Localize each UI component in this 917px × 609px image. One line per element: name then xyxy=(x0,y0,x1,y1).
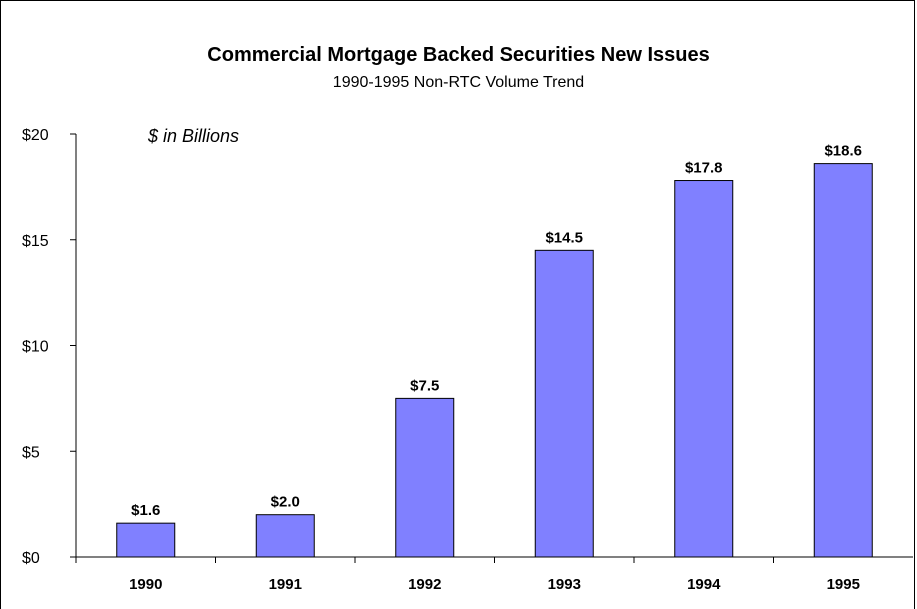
x-category-label-1991: 1991 xyxy=(269,576,302,593)
data-label-1991: $2.0 xyxy=(271,494,300,511)
y-tick-label: $10 xyxy=(22,339,49,356)
bar-1990 xyxy=(116,522,176,558)
chart-title: Commercial Mortgage Backed Securities Ne… xyxy=(207,44,710,66)
x-category-label-1994: 1994 xyxy=(687,576,721,593)
data-label-1994: $17.8 xyxy=(685,160,723,177)
data-label-1992: $7.5 xyxy=(410,377,439,394)
chart-subtitle: 1990-1995 Non-RTC Volume Trend xyxy=(332,74,585,91)
y-tick-label: $20 xyxy=(22,127,49,144)
x-category-label-1993: 1993 xyxy=(548,576,581,593)
bar-1995 xyxy=(813,163,873,558)
y-tick-label: $0 xyxy=(22,550,40,567)
data-label-1995: $18.6 xyxy=(824,143,862,160)
x-category-label-1990: 1990 xyxy=(129,576,162,593)
data-label-1990: $1.6 xyxy=(131,502,160,519)
unit-annotation: $ in Billions xyxy=(148,126,240,146)
bar-1994 xyxy=(674,180,734,558)
x-category-label-1992: 1992 xyxy=(408,576,441,593)
y-tick-label: $5 xyxy=(22,444,40,461)
bar-1992 xyxy=(395,397,455,558)
bar-1991 xyxy=(255,514,315,558)
bar-1993 xyxy=(534,249,594,558)
data-label-1993: $14.5 xyxy=(545,229,583,246)
y-tick-label: $15 xyxy=(22,233,49,250)
x-category-label-1995: 1995 xyxy=(827,576,860,593)
